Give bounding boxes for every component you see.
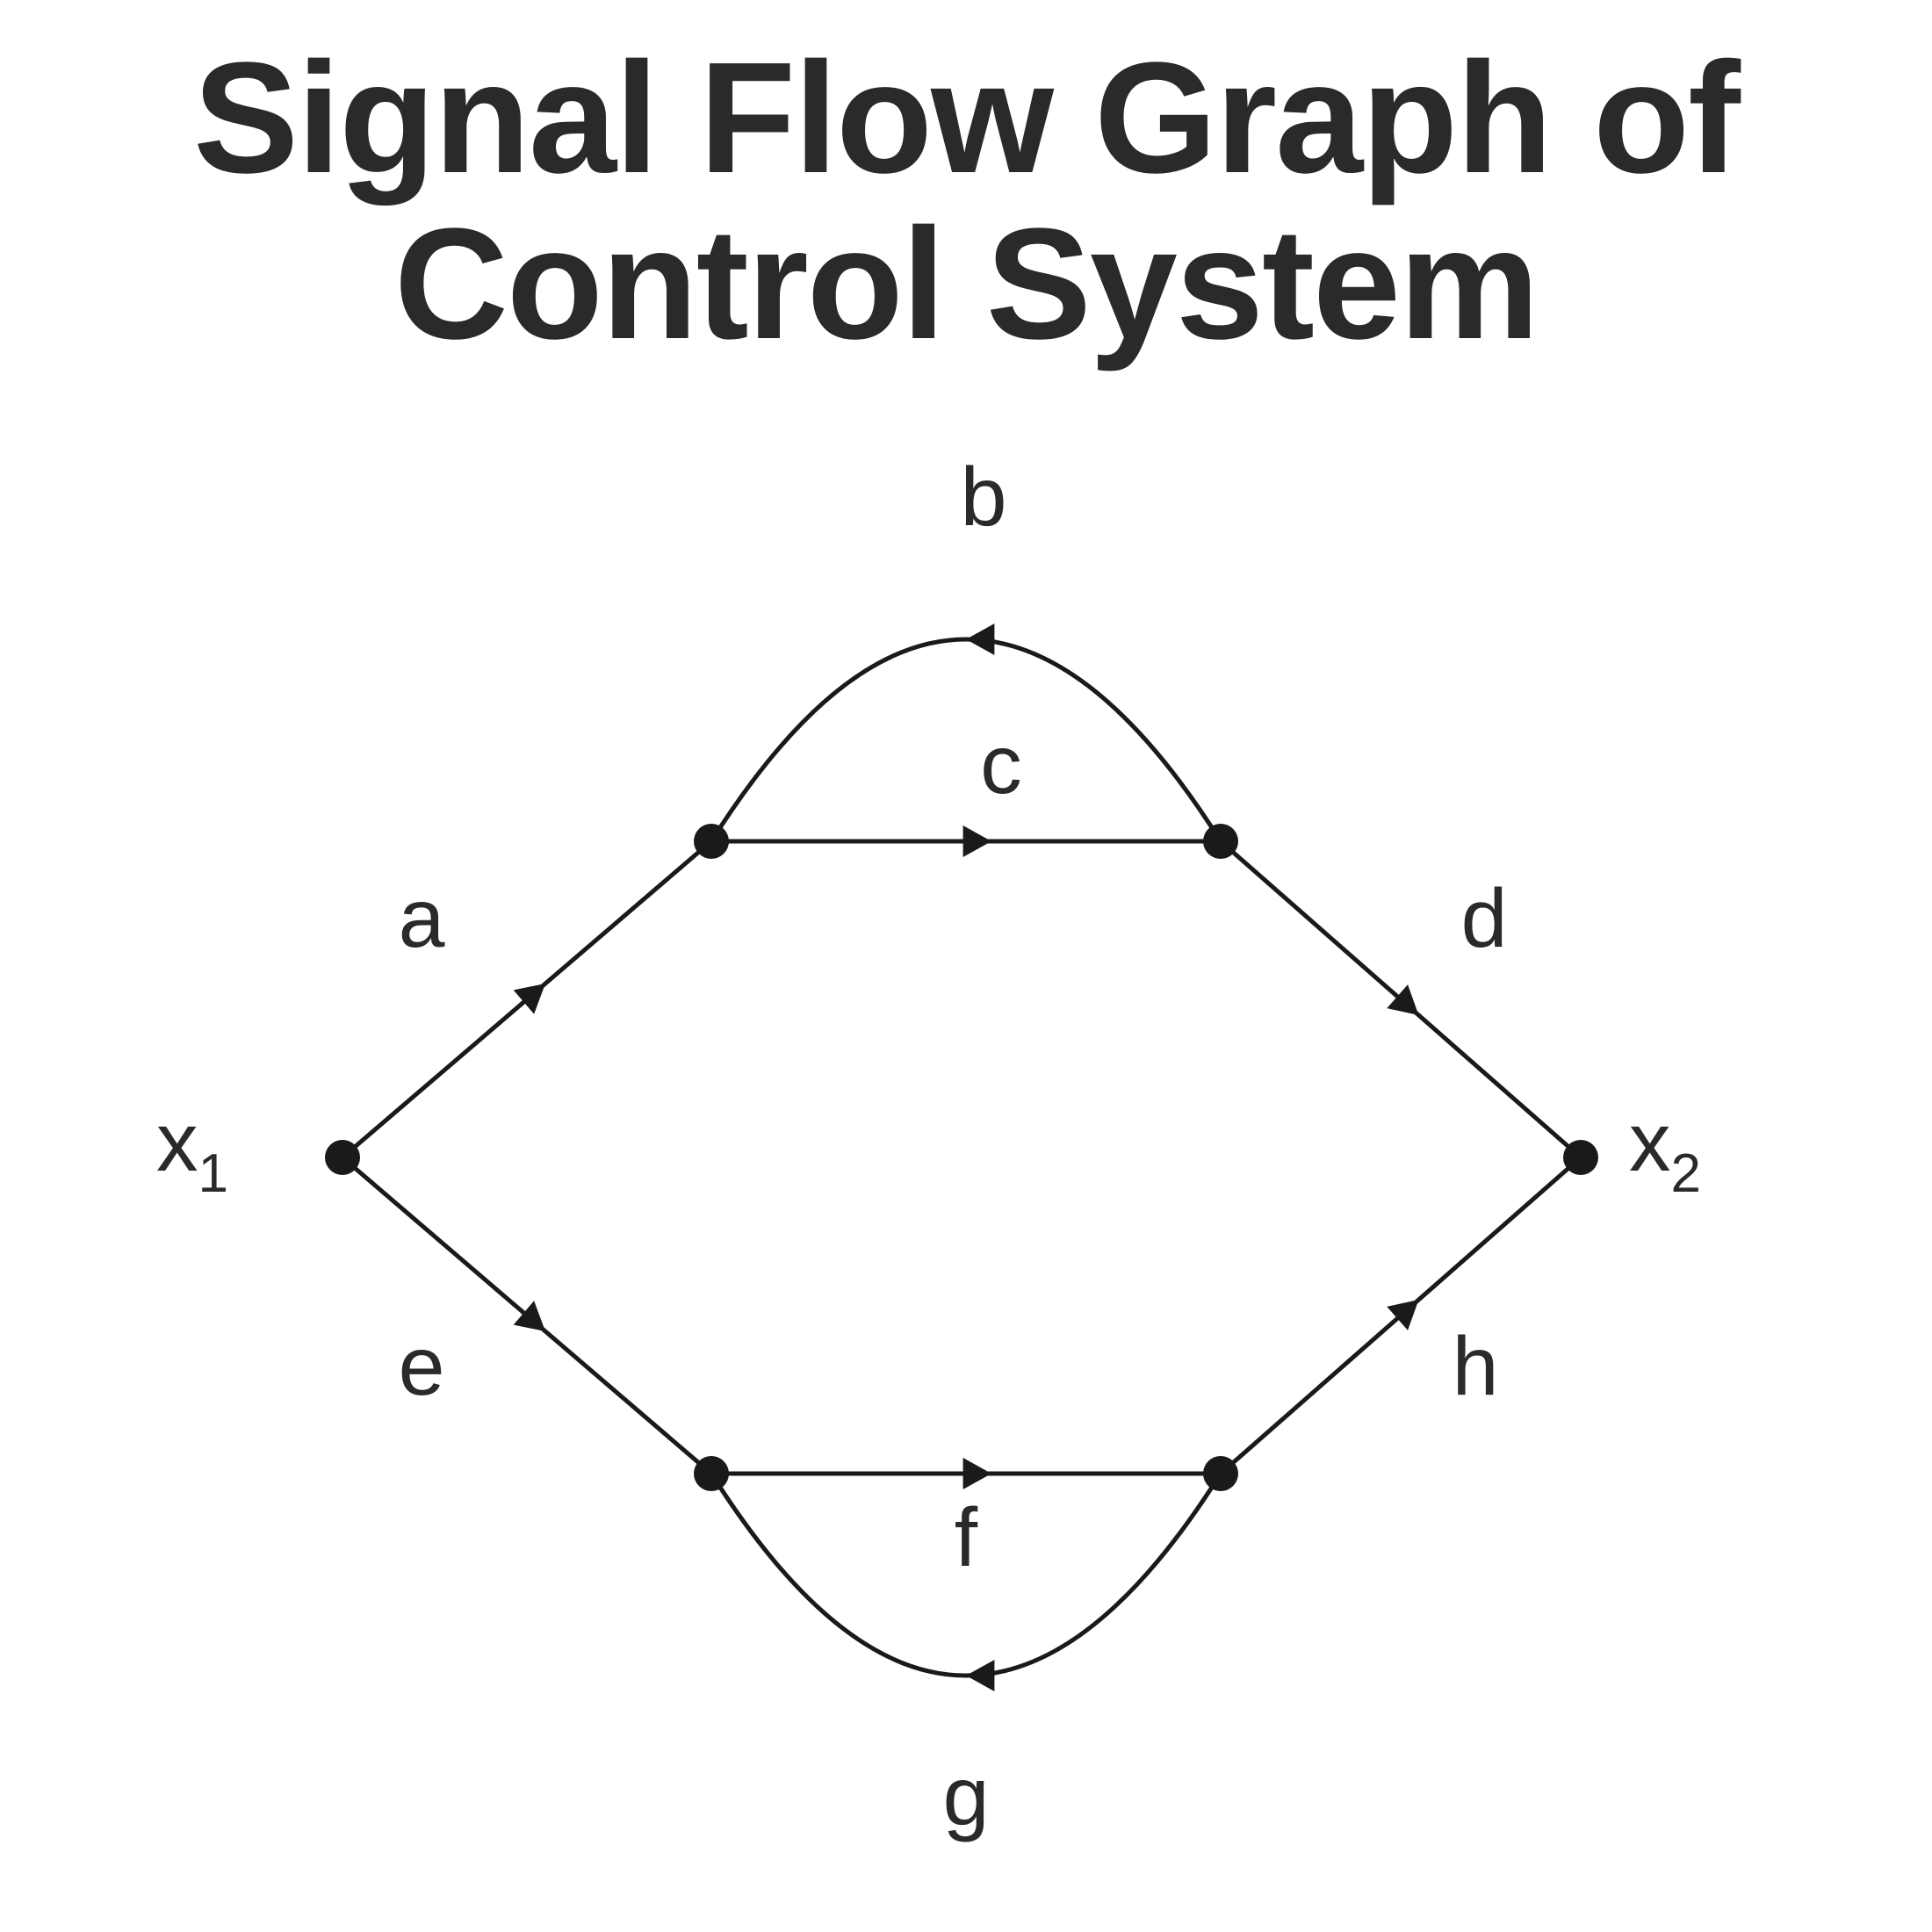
title-line-1: Signal Flow Graph of: [0, 35, 1932, 201]
labels-group: a c d e f h b g x1 x2: [156, 451, 1701, 1843]
node-label-x1: x1: [156, 1096, 228, 1204]
node-x1: [325, 1140, 360, 1175]
node-n5: [694, 1456, 729, 1491]
edge-b: [711, 639, 1221, 841]
signal-flow-graph: a c d e f h b g x1 x2: [70, 367, 1862, 1913]
diagram-title: Signal Flow Graph of Control System: [0, 0, 1932, 367]
arrow-b: [966, 624, 994, 655]
node-x2: [1563, 1140, 1598, 1175]
edge-label-h: h: [1453, 1320, 1499, 1413]
edge-label-c: c: [980, 718, 1022, 811]
node-n3: [1203, 824, 1238, 859]
edge-label-f: f: [955, 1491, 978, 1584]
arrow-g: [966, 1660, 994, 1691]
edge-label-g: g: [943, 1750, 990, 1843]
edge-label-b: b: [961, 451, 1007, 544]
node-n2: [694, 824, 729, 859]
node-label-x2: x2: [1629, 1096, 1701, 1204]
edge-label-a: a: [399, 872, 445, 965]
title-line-2: Control System: [0, 201, 1932, 367]
arrow-f: [963, 1458, 991, 1489]
edge-label-e: e: [399, 1320, 445, 1413]
nodes-group: [325, 824, 1598, 1491]
arrow-c: [963, 825, 991, 857]
edge-label-d: d: [1461, 872, 1508, 965]
node-n6: [1203, 1456, 1238, 1491]
